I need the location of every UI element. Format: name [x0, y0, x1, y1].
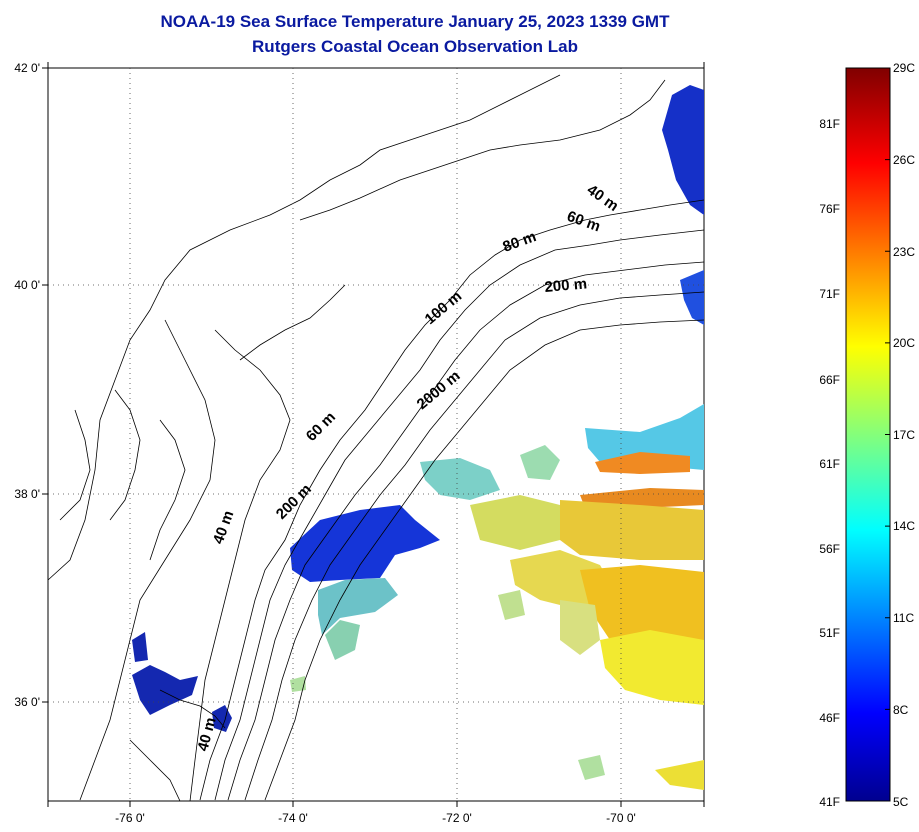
colorbar-c-label: 23C — [893, 245, 915, 259]
sst-patch — [520, 445, 560, 480]
map-subtitle: Rutgers Coastal Ocean Observation Lab — [252, 37, 578, 56]
sst-patch — [470, 495, 560, 550]
colorbar-ticks — [885, 67, 890, 802]
sst-patch — [580, 488, 704, 508]
sst-patch — [655, 760, 704, 790]
sst-patch — [680, 270, 704, 325]
lat-tick-label: 40 0' — [14, 278, 40, 292]
lat-tick-label: 42 0' — [14, 61, 40, 75]
colorbar-f-label: 56F — [819, 542, 840, 556]
colorbar-c-label: 17C — [893, 428, 915, 442]
lon-tick-label: -74 0' — [278, 811, 308, 825]
colorbar-c-label: 5C — [893, 795, 909, 809]
sst-patch — [325, 620, 360, 660]
sst-patch — [662, 85, 704, 215]
graticule — [48, 68, 704, 801]
latitude-labels: 42 0' 40 0' 38 0' 36 0' — [14, 61, 40, 709]
colorbar-c-label: 11C — [893, 611, 914, 625]
map-title: NOAA-19 Sea Surface Temperature January … — [160, 12, 670, 31]
sst-patch — [600, 630, 704, 705]
sst-patch — [498, 590, 525, 620]
sst-patch — [290, 676, 306, 692]
sst-patch — [318, 578, 398, 635]
colorbar-f-label: 51F — [819, 626, 840, 640]
colorbar-f-label: 71F — [819, 287, 840, 301]
colorbar-fahrenheit-labels: 81F 76F 71F 66F 61F 56F 51F 46F 41F — [819, 117, 840, 809]
sst-patch — [585, 404, 704, 470]
isobath-label: 200 m — [544, 275, 588, 296]
colorbar — [845, 67, 891, 802]
colorbar-f-label: 76F — [819, 202, 840, 216]
sst-patch — [580, 565, 704, 650]
colorbar-c-label: 26C — [893, 153, 915, 167]
colorbar-f-label: 46F — [819, 711, 840, 725]
sst-patches — [132, 85, 704, 790]
sst-patch — [578, 755, 605, 780]
coastline — [48, 74, 666, 801]
sst-patch — [595, 452, 690, 474]
colorbar-c-label: 14C — [893, 519, 915, 533]
sst-patch — [560, 600, 600, 655]
colorbar-f-label: 66F — [819, 373, 840, 387]
sst-patch — [560, 500, 704, 560]
lat-tick-label: 38 0' — [14, 487, 40, 501]
sst-patch — [132, 632, 148, 662]
colorbar-f-label: 41F — [819, 795, 840, 809]
colorbar-c-label: 20C — [893, 336, 915, 350]
colorbar-celsius-labels: 29C 26C 23C 20C 17C 14C 11C 8C 5C — [893, 61, 915, 809]
sst-patch — [420, 458, 500, 500]
longitude-labels: -76 0' -74 0' -72 0' -70 0' — [115, 811, 636, 825]
colorbar-c-label: 29C — [893, 61, 915, 75]
lat-tick-label: 36 0' — [14, 695, 40, 709]
isobath-lines — [199, 199, 704, 801]
lon-tick-label: -72 0' — [442, 811, 472, 825]
lon-tick-label: -76 0' — [115, 811, 145, 825]
colorbar-f-label: 81F — [819, 117, 840, 131]
colorbar-c-label: 8C — [893, 703, 909, 717]
colorbar-f-label: 61F — [819, 457, 840, 471]
sst-patch — [132, 665, 198, 715]
lon-tick-label: -70 0' — [606, 811, 636, 825]
sst-patch — [290, 505, 440, 582]
tick-marks — [42, 62, 705, 807]
